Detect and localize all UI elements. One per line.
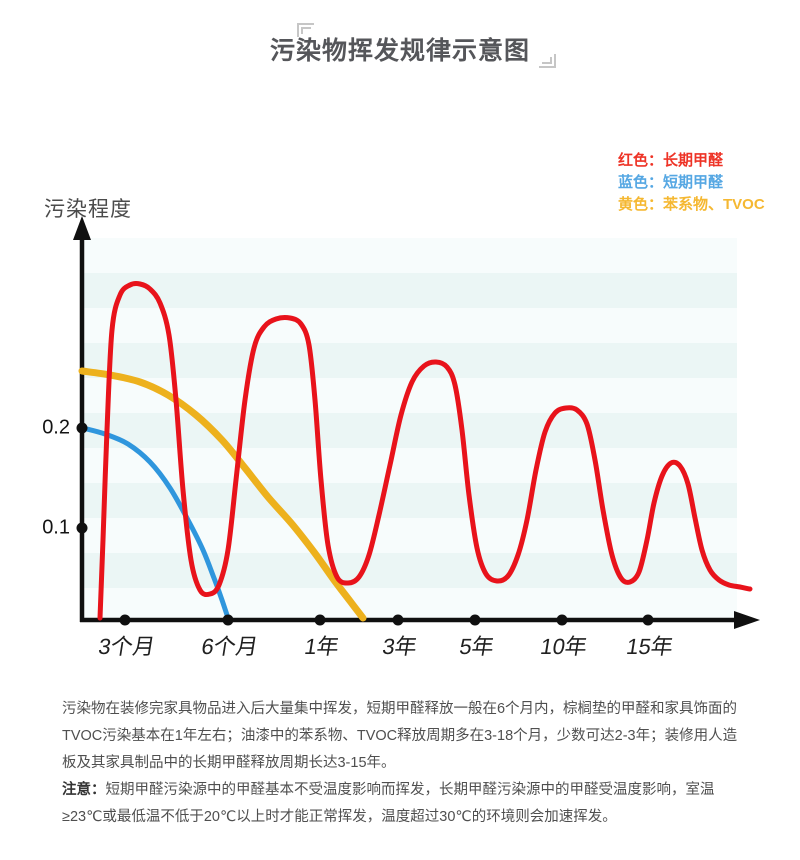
x-tick-label: 15年 [624,634,675,659]
x-tick-label: 5年 [457,634,496,659]
y-tick-label: 0.1 [42,516,70,539]
legend-item-1: 蓝色：短期甲醛 [618,174,724,191]
x-axis-arrow-icon [734,611,760,629]
x-tick-label: 1年 [302,634,341,659]
chart-legend: 红色：长期甲醛 蓝色：短期甲醛黄色：苯系物、TVOC [618,150,765,216]
x-tick-label: 3个月 [96,634,157,659]
legend-item-0: 红色：长期甲醛 [618,152,724,169]
x-tick-label: 3年 [380,634,419,659]
chart-plot-background [84,238,737,619]
note-label: 注意： [62,782,106,798]
note-text: 短期甲醛污染源中的甲醛基本不受温度影响而挥发，长期甲醛污染源中的甲醛受温度影响，… [62,782,715,825]
legend-item-2: 黄色：苯系物、TVOC [618,196,765,213]
note-paragraph: 注意：短期甲醛污染源中的甲醛基本不受温度影响而挥发，长期甲醛污染源中的甲醛受温度… [62,777,740,831]
y-tick-label: 0.2 [42,416,70,439]
y-axis-title: 污染程度 [44,198,132,221]
x-tick-label: 6个月 [199,634,260,659]
description-block: 污染物在装修完家具物品进入后大量集中挥发，短期甲醛释放一般在6个月内，棕榈垫的甲… [62,696,740,831]
description-paragraph: 污染物在装修完家具物品进入后大量集中挥发，短期甲醛释放一般在6个月内，棕榈垫的甲… [62,701,738,771]
page-title: 污染物挥发规律示意图 [269,37,530,65]
title-corner-bracket-left-icon [297,23,314,37]
title-corner-bracket-right-icon [539,54,556,68]
x-tick-label: 10年 [538,634,589,659]
